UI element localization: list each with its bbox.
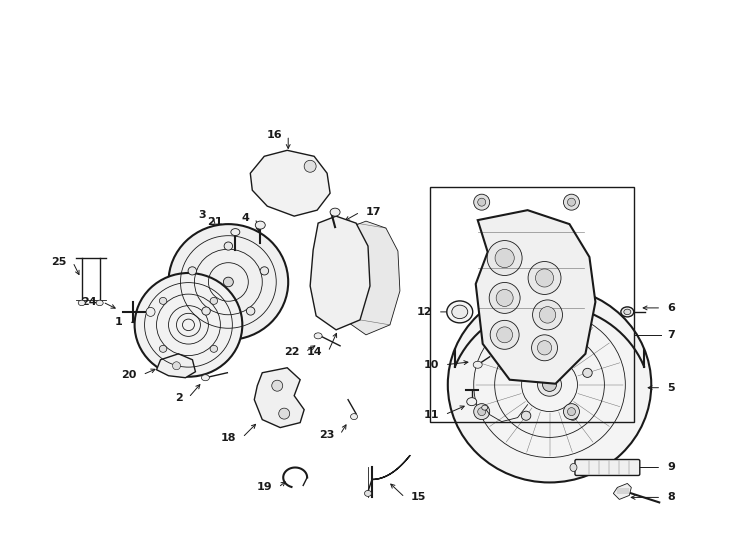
Text: 25: 25 [51, 257, 67, 267]
Ellipse shape [159, 346, 167, 352]
Text: 17: 17 [366, 207, 382, 217]
Ellipse shape [351, 414, 357, 420]
Circle shape [528, 261, 561, 294]
Ellipse shape [568, 411, 578, 420]
Circle shape [478, 198, 486, 206]
Polygon shape [156, 354, 195, 377]
Text: 10: 10 [424, 360, 439, 370]
Ellipse shape [201, 375, 209, 381]
Circle shape [473, 404, 490, 420]
Circle shape [496, 289, 513, 306]
Circle shape [537, 341, 552, 355]
Circle shape [146, 307, 155, 316]
Ellipse shape [96, 300, 103, 306]
Text: 5: 5 [667, 383, 675, 393]
Text: 21: 21 [207, 217, 222, 227]
Circle shape [487, 241, 522, 275]
Ellipse shape [169, 224, 288, 340]
Circle shape [489, 282, 520, 313]
Ellipse shape [624, 309, 631, 315]
Circle shape [567, 198, 575, 206]
Circle shape [279, 408, 290, 419]
Ellipse shape [537, 373, 562, 396]
Polygon shape [254, 368, 304, 428]
Ellipse shape [202, 307, 211, 315]
Text: 13: 13 [573, 253, 589, 263]
Ellipse shape [79, 300, 85, 306]
Ellipse shape [247, 307, 255, 315]
Circle shape [478, 408, 486, 416]
Text: 8: 8 [667, 492, 675, 502]
Ellipse shape [188, 267, 197, 275]
Polygon shape [310, 216, 370, 330]
Ellipse shape [507, 368, 516, 377]
Circle shape [497, 327, 512, 343]
Circle shape [490, 320, 519, 349]
Ellipse shape [482, 405, 487, 410]
Circle shape [536, 269, 553, 287]
Text: 18: 18 [221, 433, 236, 443]
Text: 4: 4 [241, 213, 250, 223]
Text: 7: 7 [667, 330, 675, 340]
Ellipse shape [570, 463, 577, 471]
Ellipse shape [447, 301, 473, 323]
Ellipse shape [260, 267, 269, 275]
Text: 19: 19 [257, 482, 272, 492]
Text: 6: 6 [667, 303, 675, 313]
Text: 16: 16 [266, 130, 282, 140]
Ellipse shape [473, 361, 482, 368]
Polygon shape [340, 221, 400, 335]
Ellipse shape [210, 346, 217, 352]
Text: 11: 11 [424, 410, 439, 420]
Ellipse shape [542, 378, 556, 392]
Text: 24: 24 [81, 297, 97, 307]
Polygon shape [476, 210, 595, 384]
Ellipse shape [159, 298, 167, 305]
Ellipse shape [467, 397, 476, 406]
Text: 15: 15 [411, 492, 426, 502]
Ellipse shape [545, 342, 554, 351]
Ellipse shape [314, 333, 322, 339]
Circle shape [531, 335, 558, 361]
Bar [430, 187, 634, 422]
Text: 9: 9 [667, 462, 675, 472]
Ellipse shape [134, 273, 242, 377]
Ellipse shape [448, 287, 651, 482]
Ellipse shape [583, 368, 592, 377]
Circle shape [564, 194, 579, 210]
Circle shape [533, 300, 562, 330]
Polygon shape [250, 150, 330, 216]
Text: 2: 2 [175, 393, 183, 403]
Ellipse shape [365, 490, 371, 496]
Circle shape [567, 408, 575, 416]
Text: 20: 20 [121, 370, 137, 380]
Circle shape [473, 194, 490, 210]
Circle shape [564, 404, 579, 420]
Text: 14: 14 [307, 347, 322, 357]
Ellipse shape [210, 298, 217, 305]
FancyBboxPatch shape [575, 460, 640, 476]
Ellipse shape [521, 411, 531, 420]
Polygon shape [614, 483, 631, 500]
Ellipse shape [255, 221, 265, 229]
Circle shape [304, 160, 316, 172]
Ellipse shape [621, 307, 634, 317]
Circle shape [495, 248, 515, 268]
Text: 1: 1 [115, 317, 123, 327]
Circle shape [172, 362, 181, 370]
Ellipse shape [231, 228, 240, 235]
Circle shape [272, 380, 283, 391]
Circle shape [539, 307, 556, 323]
Text: 3: 3 [199, 210, 206, 220]
Ellipse shape [330, 208, 340, 216]
Text: 23: 23 [319, 430, 334, 440]
Ellipse shape [224, 242, 233, 250]
Ellipse shape [452, 305, 468, 319]
Ellipse shape [223, 277, 233, 287]
Text: 12: 12 [416, 307, 432, 317]
Text: 22: 22 [283, 347, 299, 357]
